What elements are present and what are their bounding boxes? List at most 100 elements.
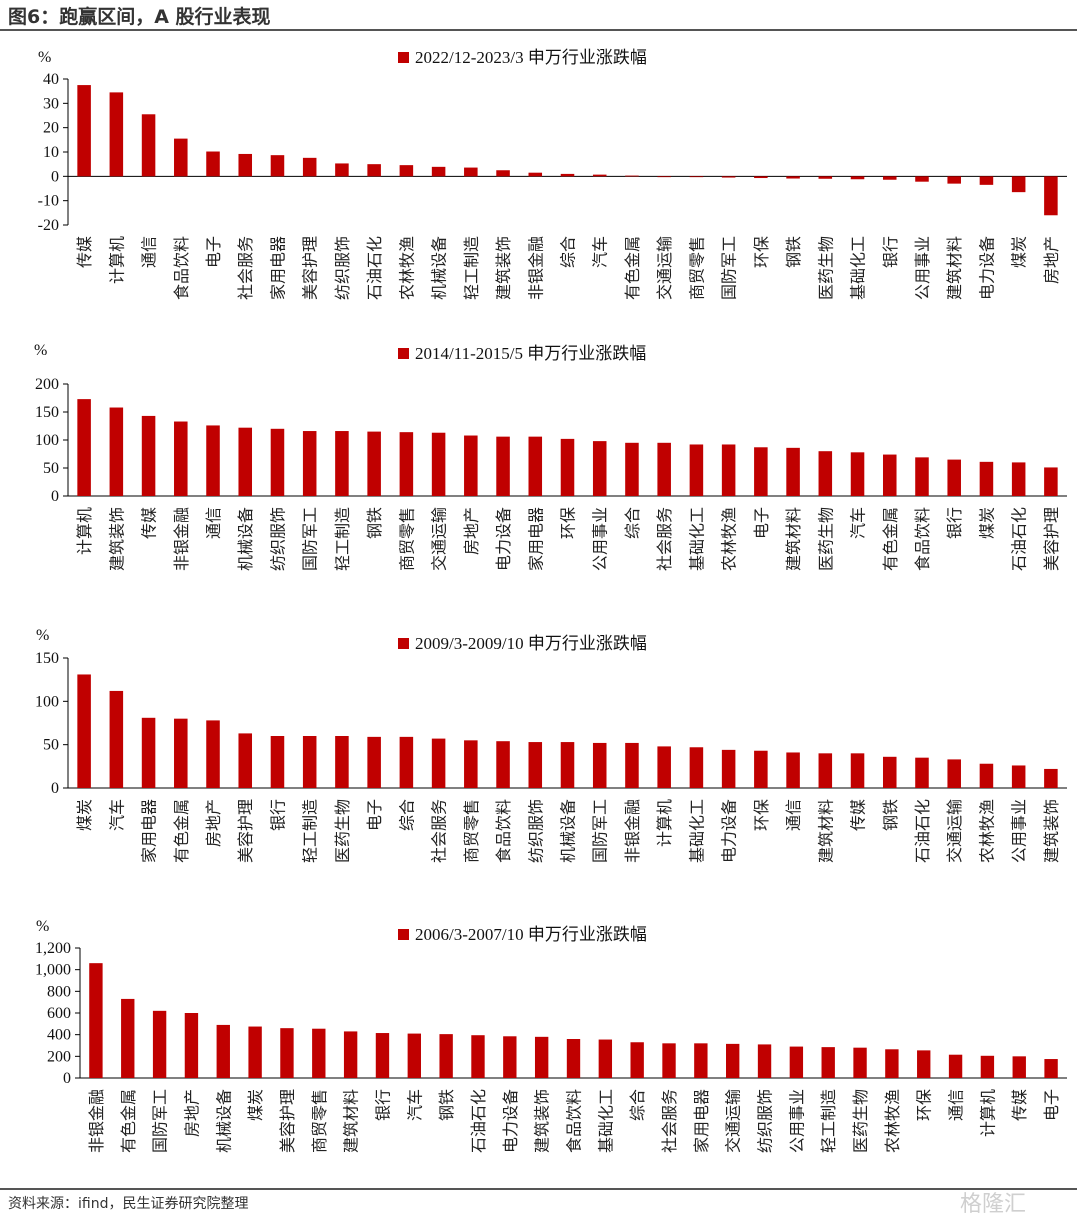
x-tick-label: 钢铁 [365, 507, 384, 539]
x-tick-label: 美容护理 [1042, 507, 1061, 571]
x-tick-label: 国防军工 [301, 507, 320, 571]
bar-美容护理 [302, 157, 317, 177]
x-tick-label: 传媒 [849, 799, 868, 831]
x-tick-label: 电子 [1042, 1089, 1061, 1121]
x-tick-label: 石油石化 [913, 799, 932, 863]
bar-钢铁 [882, 756, 897, 788]
bar-公用事业 [592, 441, 607, 496]
bar-电力设备 [721, 749, 736, 788]
bar-通信 [141, 114, 156, 177]
bar-机械设备 [560, 742, 575, 788]
bar-机械设备 [216, 1024, 230, 1078]
watermark-logo: 格隆汇 [960, 1192, 1027, 1217]
bar-社会服务 [662, 1043, 676, 1078]
y-tick-label: 600 [47, 1005, 71, 1022]
x-tick-label: 计算机 [978, 1089, 997, 1137]
bar-电子 [206, 151, 220, 177]
bar-建筑材料 [818, 753, 833, 788]
bar-基础化工 [689, 444, 704, 496]
x-tick-label: 国防军工 [720, 236, 739, 300]
x-tick-label: 基础化工 [687, 799, 706, 863]
bar-汽车 [407, 1033, 421, 1078]
source-note: 资料来源：ifind，民生证券研究院整理 [8, 1196, 249, 1212]
bar-汽车 [592, 174, 607, 177]
bar-社会服务 [657, 442, 671, 496]
x-tick-label: 传媒 [75, 236, 94, 268]
y-tick-label: 10 [43, 144, 59, 161]
x-tick-label: 医药生物 [816, 236, 835, 300]
x-tick-label: 综合 [623, 507, 642, 539]
bar-非银金融 [528, 172, 543, 177]
bar-医药生物 [818, 176, 833, 179]
bar-传媒 [141, 415, 156, 496]
x-tick-label: 电力设备 [501, 1089, 520, 1153]
x-tick-label: 环保 [915, 1089, 934, 1121]
bar-食品饮料 [174, 138, 188, 177]
bar-建筑材料 [343, 1031, 358, 1078]
x-tick-label: 电力设备 [494, 507, 513, 571]
x-tick-label: 有色金属 [623, 236, 642, 300]
x-tick-label: 通信 [204, 507, 223, 539]
bar-基础化工 [689, 747, 704, 788]
bar-计算机 [657, 746, 671, 788]
x-tick-label: 美容护理 [236, 799, 255, 863]
y-tick-label: 40 [43, 71, 59, 88]
x-tick-label: 电力设备 [720, 799, 739, 863]
y-tick-label: 100 [35, 693, 59, 710]
bar-医药生物 [335, 736, 349, 788]
bar-煤炭 [979, 461, 994, 496]
x-tick-label: 纺织服饰 [333, 236, 352, 300]
bar-建筑装饰 [534, 1036, 549, 1078]
legend-label: 2006/3-2007/10 申万行业涨跌幅 [415, 925, 647, 944]
x-tick-label: 家用电器 [268, 236, 287, 300]
bar-商贸零售 [689, 176, 704, 178]
x-tick-label: 农林牧渔 [883, 1089, 902, 1153]
bar-环保 [754, 750, 768, 788]
bar-有色金属 [174, 718, 188, 788]
x-tick-label: 非银金融 [87, 1089, 106, 1153]
x-tick-label: 煤炭 [246, 1089, 265, 1121]
x-tick-label: 有色金属 [881, 507, 900, 571]
bar-石油石化 [1011, 462, 1026, 496]
x-tick-label: 建筑材料 [342, 1089, 361, 1153]
bar-交通运输 [657, 176, 671, 178]
x-tick-label: 石油石化 [469, 1089, 488, 1153]
bar-传媒 [77, 85, 91, 177]
bar-建筑材料 [947, 176, 961, 184]
y-tick-label: 800 [47, 983, 71, 1000]
bar-银行 [375, 1033, 390, 1078]
x-tick-label: 商贸零售 [687, 236, 706, 300]
x-tick-label: 环保 [752, 236, 771, 268]
y-tick-label: -20 [38, 217, 59, 234]
x-tick-label: 基础化工 [849, 236, 868, 300]
bar-机械设备 [431, 166, 446, 177]
x-tick-label: 纺织服饰 [756, 1089, 775, 1153]
x-tick-label: 交通运输 [655, 236, 674, 300]
bar-钢铁 [367, 431, 381, 496]
y-unit-label: % [38, 49, 51, 66]
bar-农林牧渔 [721, 444, 736, 496]
x-tick-label: 社会服务 [236, 236, 255, 300]
x-tick-label: 基础化工 [687, 507, 706, 571]
bar-公用事业 [915, 176, 929, 182]
x-tick-label: 有色金属 [119, 1089, 138, 1153]
x-tick-label: 非银金融 [526, 236, 545, 300]
y-tick-label: 150 [35, 650, 59, 667]
bar-传媒 [850, 753, 865, 788]
x-tick-label: 农林牧渔 [977, 799, 996, 863]
top-rule [0, 29, 1077, 31]
x-tick-label: 计算机 [655, 799, 674, 847]
bar-家用电器 [141, 717, 156, 788]
bar-环保 [560, 438, 575, 496]
bar-公用事业 [1011, 765, 1026, 788]
bar-煤炭 [77, 674, 91, 788]
bar-建筑装饰 [109, 407, 124, 496]
x-tick-label: 银行 [268, 799, 287, 831]
bar-通信 [786, 752, 800, 788]
bar-食品饮料 [915, 457, 929, 496]
bar-轻工制造 [464, 167, 478, 177]
chart-panel-3: 2009/3-2009/10 申万行业涨跌幅% 0 50 100 150 煤炭 汽车 家用电器… [35, 627, 1067, 863]
x-tick-label: 非银金融 [172, 507, 191, 571]
bar-钢铁 [439, 1034, 453, 1078]
